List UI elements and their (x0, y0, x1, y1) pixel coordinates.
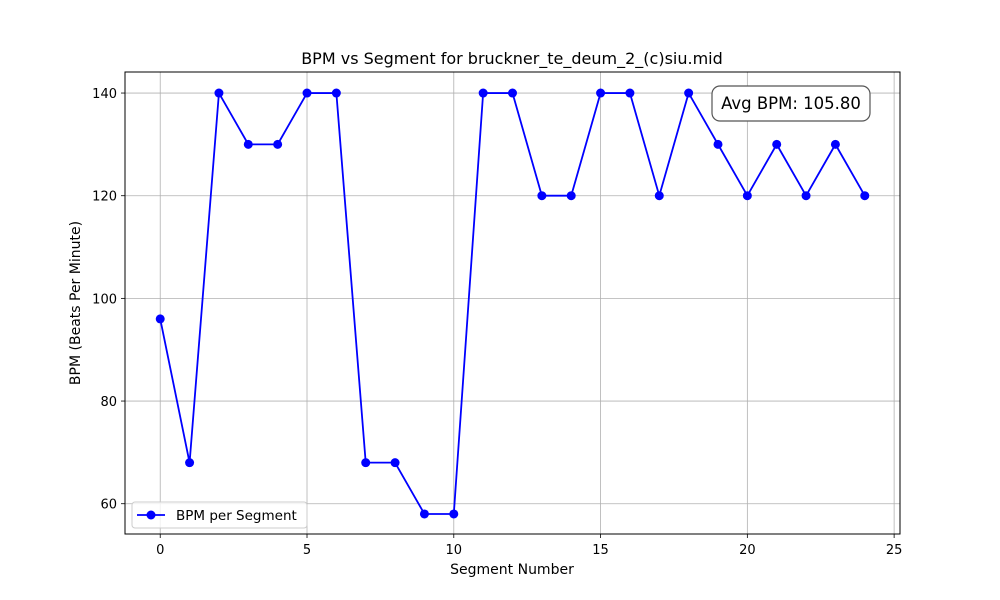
bpm-data-point (713, 139, 723, 149)
bpm-data-point (361, 458, 371, 468)
x-tick-label: 15 (592, 543, 609, 558)
plot-frame (124, 71, 901, 535)
bpm-data-point (419, 509, 429, 519)
series (155, 88, 870, 519)
avg-bpm-text: Avg BPM: 105.80 (721, 94, 861, 113)
x-tick-label: 0 (156, 543, 164, 558)
y-tick-label: 120 (92, 190, 117, 205)
bpm-data-point (449, 509, 459, 519)
y-tick-label: 80 (100, 395, 117, 410)
bpm-data-point (654, 191, 664, 201)
legend-box (131, 501, 308, 529)
bpm-data-point (508, 88, 517, 98)
bpm-data-point (243, 139, 253, 149)
bpm-data-point (302, 88, 312, 98)
x-tick-label: 5 (303, 543, 311, 558)
bpm-data-point (625, 88, 635, 98)
bpm-data-point (331, 88, 341, 98)
x-tick-label: 10 (446, 543, 463, 558)
bpm-data-point (273, 139, 283, 149)
bpm-data-point (830, 139, 840, 149)
axis-ticks: 0 5 10 15 20 25 60 80 100 120 140 (92, 87, 902, 558)
y-axis-label: BPM (Beats Per Minute) (68, 221, 84, 385)
bpm-data-point (772, 139, 782, 149)
bpm-data-point (155, 314, 165, 324)
legend-label: BPM per Segment (176, 508, 297, 524)
legend: BPM per Segment (131, 501, 308, 529)
avg-bpm-annotation: Avg BPM: 105.80 (711, 85, 871, 122)
bpm-data-point (185, 458, 195, 468)
x-tick-label: 25 (886, 543, 903, 558)
x-axis-label: Segment Number (450, 562, 574, 578)
bpm-data-point (566, 191, 576, 201)
x-tick-label: 20 (739, 543, 756, 558)
bpm-data-point (684, 88, 694, 98)
y-tick-label: 60 (100, 498, 117, 513)
annotation-box (711, 85, 871, 122)
y-tick-label: 100 (92, 292, 117, 307)
bpm-data-point (537, 191, 547, 201)
bpm-data-point (390, 458, 400, 468)
bpm-data-point (801, 191, 811, 201)
bpm-data-point (596, 88, 606, 98)
legend-marker-swatch (146, 510, 156, 520)
bpm-data-point (478, 88, 488, 98)
bpm-data-point (214, 88, 224, 98)
bpm-data-point (742, 191, 752, 201)
bpm-data-point (860, 191, 870, 201)
y-tick-label: 140 (92, 87, 117, 102)
chart-title: BPM vs Segment for bruckner_te_deum_2_(c… (301, 49, 723, 69)
